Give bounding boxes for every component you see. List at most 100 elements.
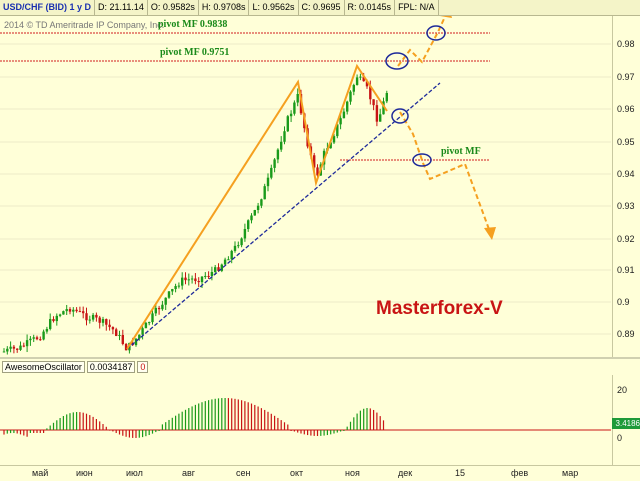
oscillator-bar — [161, 424, 163, 430]
oscillator-bar — [221, 398, 223, 430]
oscillator-bar — [217, 398, 220, 430]
price-tick: 0.98 — [617, 39, 635, 49]
candle-body — [45, 328, 49, 332]
oscillator-bar — [191, 406, 193, 430]
oscillator-bar — [343, 430, 345, 431]
oscillator-bar — [158, 430, 160, 431]
candle-body — [16, 348, 19, 350]
candle-body — [336, 124, 339, 137]
oscillator-bar — [178, 413, 180, 430]
candle-body — [22, 345, 25, 347]
oscillator-bar — [363, 408, 365, 430]
candle-body — [144, 322, 148, 329]
oscillator-bar — [33, 430, 35, 433]
forecast-down-arrow — [484, 227, 496, 240]
oscillator-bar — [122, 430, 124, 436]
candle-body — [85, 313, 88, 321]
oscillator-bar — [379, 416, 381, 430]
oscillator-bar — [125, 430, 127, 437]
pane-divider[interactable] — [0, 357, 640, 359]
price-axis[interactable]: 0.98 0.97 0.96 0.95 0.94 0.93 0.92 0.91 … — [612, 16, 640, 357]
oscillator-bar — [369, 408, 371, 430]
candle-body — [19, 345, 22, 350]
oscillator-bar — [257, 406, 259, 430]
candle-body — [141, 328, 144, 335]
oscillator-bar — [175, 415, 177, 430]
candle-body — [82, 311, 85, 314]
oscillator-bar — [277, 417, 279, 430]
oscillator-bar — [95, 419, 97, 430]
oscillator-bar — [85, 413, 88, 430]
candle-body — [204, 275, 207, 277]
candle-body — [270, 167, 273, 178]
candle-body — [177, 285, 181, 287]
candle-body — [65, 309, 68, 312]
time-axis[interactable]: май июн июл авг сен окт ноя дек 15 фев м… — [0, 465, 640, 481]
candle-body — [237, 245, 240, 247]
oscillator-bar — [234, 398, 236, 430]
candle-body — [88, 319, 91, 321]
candle-body — [91, 314, 95, 320]
wave-outline — [126, 63, 388, 350]
candle-body — [12, 346, 16, 349]
candle-body — [154, 307, 157, 314]
candle-body — [134, 338, 138, 346]
oscillator-bar — [300, 430, 302, 434]
candle-body — [167, 291, 171, 298]
candle-body — [52, 319, 55, 322]
candle-body — [58, 314, 62, 316]
time-tick: мар — [562, 468, 579, 478]
oscillator-bar — [19, 430, 22, 435]
oscillator-bar — [250, 403, 253, 430]
candle-body — [138, 334, 141, 339]
candle-body — [32, 337, 35, 339]
oscillator-bar — [52, 422, 55, 430]
candle-body — [273, 159, 276, 168]
copyright-notice: 2014 © TD Ameritrade IP Company, Inc. — [4, 20, 165, 30]
candle-body — [375, 105, 379, 122]
pivot-label-0.9751: pivot MF 0.9751 — [160, 47, 230, 58]
price-tick: 0.92 — [617, 234, 635, 244]
oscillator-bar — [353, 417, 355, 430]
price-chart[interactable] — [0, 16, 611, 357]
candle-body — [121, 334, 124, 344]
awesome-oscillator-chart[interactable] — [0, 375, 611, 465]
oscillator-bar — [92, 416, 94, 430]
oscillator-bar — [307, 430, 309, 436]
candle-body — [253, 210, 256, 216]
candle-body — [352, 85, 355, 92]
oscillator-value: 0.0034187 — [86, 361, 136, 373]
oscillator-bar — [373, 409, 375, 430]
marker-ellipse-1 — [385, 52, 409, 70]
oscillator-bar — [23, 430, 25, 436]
symbol-label[interactable]: USD/CHF (BID) 1 у D — [0, 0, 96, 15]
candlestick-series — [2, 72, 388, 355]
forecast-up-path — [397, 16, 447, 67]
candle-body — [263, 186, 266, 200]
oscillator-bar — [366, 408, 368, 430]
candle-body — [256, 205, 260, 211]
oscillator-bar — [320, 430, 322, 436]
oscillator-bar — [181, 411, 183, 430]
candle-body — [359, 76, 362, 78]
time-tick: июл — [126, 468, 143, 478]
osc-tick-top: 20 — [617, 385, 628, 395]
candle-body — [223, 259, 227, 265]
oscillator-name[interactable]: AwesomeOscillator — [2, 361, 85, 373]
candle-body — [108, 324, 111, 328]
oscillator-bar — [382, 420, 385, 430]
candle-body — [293, 102, 296, 114]
candle-body — [382, 101, 385, 115]
oscillator-histogram — [3, 398, 385, 438]
marker-ellipse-3 — [391, 108, 409, 124]
oscillator-bar — [274, 415, 276, 430]
candle-body — [346, 101, 349, 112]
oscillator-bar — [105, 426, 107, 430]
oscillator-bar — [254, 404, 256, 430]
candle-body — [372, 99, 375, 106]
candle-body — [2, 351, 6, 353]
oscillator-bar — [241, 400, 243, 430]
oscillator-bar — [313, 430, 315, 436]
candle-body — [266, 177, 270, 187]
candle-body — [98, 317, 101, 323]
